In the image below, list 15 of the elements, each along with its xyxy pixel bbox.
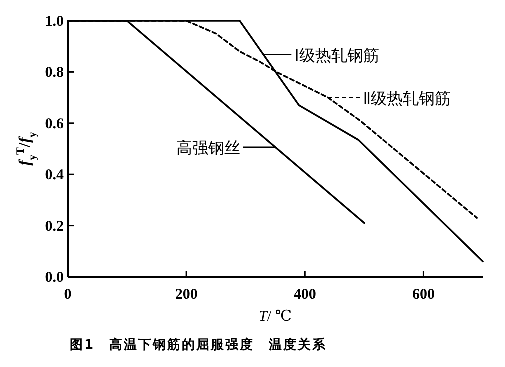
x-tick-label: 600 [412,287,435,303]
series-label: 高强钢丝 [176,138,240,158]
text: 图1 高温下钢筋的屈服强度 温度关系 [70,337,328,353]
y-tick-label: 1.0 [45,14,64,30]
x-axis-title: T/ ℃ [258,309,292,325]
y-tick-label: 0.8 [45,65,64,82]
legend-label: Ⅰ级热轧钢筋 [294,46,380,65]
x-tick-label: 400 [294,287,316,303]
y-tick-label: 0.0 [45,270,64,286]
x-tick-label: 0 [64,287,72,303]
y-tick-label: 0.4 [45,168,64,184]
y-tick-label: 0.6 [45,116,64,132]
x-tick-label: 200 [175,287,198,303]
y-tick-label: 0.2 [45,218,64,235]
legend-label: Ⅱ级热轧钢筋 [363,88,452,108]
